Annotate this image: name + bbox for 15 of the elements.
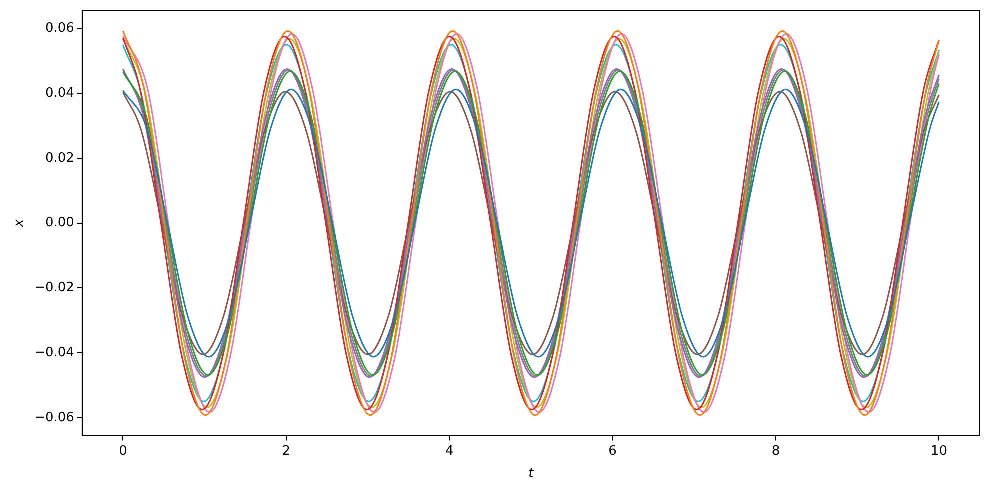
- x-tick-label: 10: [930, 444, 948, 459]
- y-tick-label: 0.06: [45, 21, 74, 36]
- y-tick-label: −0.06: [34, 410, 74, 426]
- y-tick-label: −0.02: [34, 280, 74, 296]
- y-tick-label: −0.04: [34, 345, 74, 360]
- y-tick-label: 0.00: [45, 216, 74, 231]
- y-axis-title: x: [12, 219, 28, 228]
- x-tick-label: 6: [608, 444, 617, 459]
- x-tick-label: 4: [445, 444, 454, 459]
- x-axis-title: t: [528, 466, 535, 482]
- x-tick-label: 0: [119, 444, 128, 459]
- x-tick-label: 2: [282, 444, 291, 459]
- y-tick-label: 0.02: [45, 150, 74, 166]
- y-tick-label: 0.04: [45, 86, 74, 101]
- x-tick-label: 8: [772, 444, 780, 459]
